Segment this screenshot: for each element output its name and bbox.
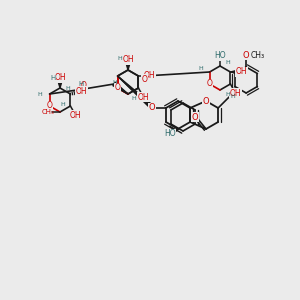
Text: H: H [131, 95, 136, 101]
Text: OH: OH [54, 74, 66, 82]
Text: OH: OH [144, 71, 155, 80]
Text: HO: HO [164, 130, 176, 139]
Text: H: H [112, 80, 117, 85]
Text: O: O [243, 50, 249, 59]
Text: H: H [50, 75, 56, 81]
Polygon shape [230, 70, 238, 74]
Text: H: H [60, 101, 65, 106]
Polygon shape [113, 82, 128, 94]
Text: O: O [148, 103, 155, 112]
Text: O: O [203, 97, 209, 106]
Text: H: H [226, 61, 230, 65]
Text: H: H [230, 94, 235, 98]
Text: O: O [207, 80, 212, 88]
Polygon shape [118, 76, 154, 110]
Text: O: O [192, 112, 198, 122]
Text: CH₃: CH₃ [42, 109, 54, 115]
Text: H: H [79, 81, 84, 87]
Text: CH₃: CH₃ [251, 50, 265, 59]
Text: O: O [115, 83, 121, 92]
Text: O: O [142, 74, 147, 83]
Text: O: O [81, 82, 87, 91]
Text: H: H [118, 56, 122, 61]
Polygon shape [58, 81, 62, 88]
Text: H: H [66, 85, 70, 91]
Text: /: / [253, 50, 256, 56]
Polygon shape [126, 63, 130, 70]
Text: OH: OH [122, 56, 134, 64]
Text: OH: OH [236, 68, 247, 76]
Text: O: O [47, 101, 52, 110]
Text: H: H [198, 65, 203, 70]
Text: OH: OH [76, 86, 87, 95]
Text: H: H [225, 92, 230, 98]
Text: OH: OH [138, 92, 149, 101]
Text: OH: OH [70, 110, 81, 119]
Text: OH: OH [230, 88, 241, 98]
Text: H: H [37, 92, 42, 97]
Text: HO: HO [214, 52, 226, 61]
